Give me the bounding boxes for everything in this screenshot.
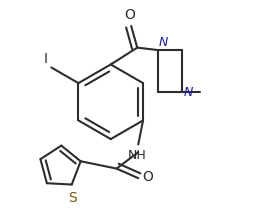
Text: S: S <box>69 191 77 205</box>
Text: N: N <box>184 86 193 99</box>
Text: O: O <box>142 170 153 184</box>
Text: NH: NH <box>128 149 146 162</box>
Text: O: O <box>125 8 135 22</box>
Text: I: I <box>44 52 48 66</box>
Text: N: N <box>158 36 167 49</box>
